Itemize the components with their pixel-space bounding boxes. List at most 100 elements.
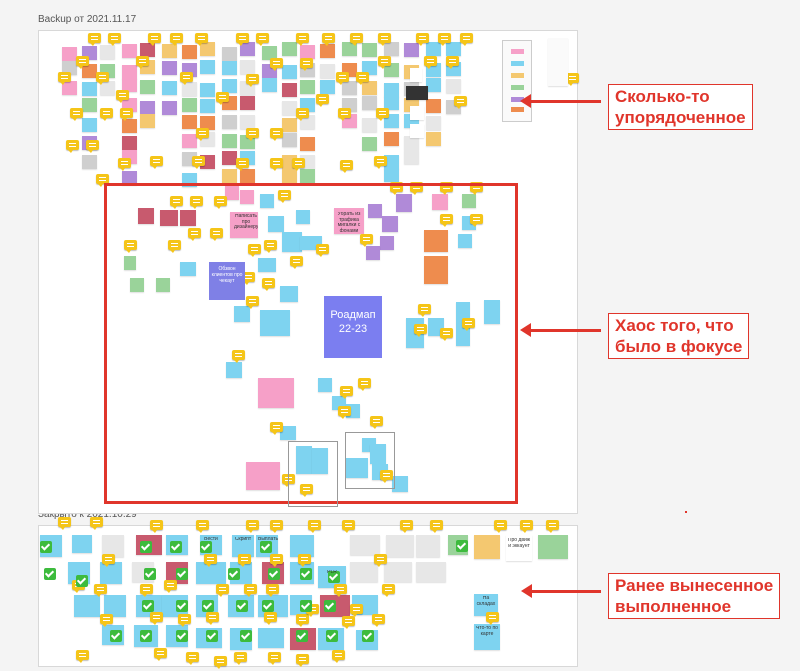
comment-icon[interactable] [214,196,227,209]
sticky-note[interactable] [280,286,298,302]
comment-icon[interactable] [236,158,249,171]
sticky-note[interactable] [300,169,315,183]
sticky-note[interactable] [200,60,215,74]
sticky-note[interactable] [122,78,137,92]
sticky-note[interactable] [474,535,500,559]
sticky-note[interactable] [280,426,296,440]
comment-icon[interactable] [150,612,163,625]
comment-icon[interactable] [430,520,443,533]
sticky-note[interactable] [382,216,398,232]
comment-icon[interactable] [120,108,133,121]
sticky-note[interactable] [200,116,215,130]
comment-icon[interactable] [268,652,281,665]
comment-icon[interactable] [278,190,291,203]
comment-icon[interactable] [380,470,393,483]
comment-icon[interactable] [360,234,373,247]
sticky-note[interactable] [300,115,315,129]
sticky-note[interactable] [138,208,154,224]
comment-icon[interactable] [204,554,217,567]
sticky-note[interactable] [82,64,97,78]
sticky-note[interactable] [318,378,332,392]
sticky-note[interactable] [102,535,124,557]
comment-icon[interactable] [210,228,223,241]
comment-icon[interactable] [108,33,121,46]
image-thumbnail[interactable] [406,86,428,100]
sticky-note[interactable] [484,300,500,324]
comment-icon[interactable] [150,156,163,169]
comment-icon[interactable] [246,296,259,309]
sticky-note[interactable] [182,45,197,59]
sticky-note[interactable] [432,194,448,210]
comment-icon[interactable] [58,72,71,85]
sticky-note[interactable] [182,134,197,148]
comment-icon[interactable] [372,614,385,627]
comment-icon[interactable] [86,140,99,153]
comment-icon[interactable] [188,228,201,241]
sticky-note[interactable] [410,106,424,120]
comment-icon[interactable] [316,94,329,107]
sticky-note[interactable] [62,81,77,95]
comment-icon[interactable] [90,517,103,530]
sticky-note[interactable] [180,262,196,276]
sticky-note[interactable] [200,42,215,56]
sticky-note[interactable] [424,256,448,284]
sticky-note[interactable] [386,535,414,557]
comment-icon[interactable] [486,612,499,625]
comment-icon[interactable] [370,416,383,429]
sticky-note[interactable] [200,99,215,113]
comment-icon[interactable] [338,108,351,121]
sticky-note[interactable] [416,562,446,582]
annotation-ordered[interactable]: Сколько-то упорядоченное [608,84,753,130]
sticky-note[interactable] [380,236,394,250]
roadmap-note[interactable]: Роадмап 22-23 [324,296,382,358]
sticky-note[interactable] [392,476,408,492]
sticky-note[interactable] [410,68,422,82]
comment-icon[interactable] [248,244,261,257]
comment-icon[interactable] [234,652,247,665]
sticky-note[interactable] [162,101,177,115]
sticky-note[interactable] [474,594,498,616]
sticky-note[interactable] [296,210,310,224]
comment-icon[interactable] [296,614,309,627]
comment-icon[interactable] [246,520,259,533]
sticky-note[interactable] [82,98,97,112]
sticky-note[interactable] [82,82,97,96]
comment-icon[interactable] [246,128,259,141]
sticky-note[interactable] [426,132,441,146]
sticky-note[interactable] [160,210,178,226]
comment-icon[interactable] [350,33,363,46]
comment-icon[interactable] [148,33,161,46]
sticky-note[interactable] [82,118,97,132]
comment-icon[interactable] [88,33,101,46]
comment-icon[interactable] [136,56,149,69]
comment-icon[interactable] [296,33,309,46]
sticky-note[interactable] [182,82,197,96]
comment-icon[interactable] [460,33,473,46]
sticky-note[interactable] [122,65,137,79]
comment-icon[interactable] [214,656,227,669]
sticky-note[interactable] [426,78,441,92]
sticky-note[interactable] [230,212,258,238]
comment-icon[interactable] [300,58,313,71]
sticky-note[interactable] [182,98,197,112]
sticky-note[interactable] [362,43,377,57]
comment-icon[interactable] [494,520,507,533]
sticky-note[interactable] [506,535,532,561]
comment-icon[interactable] [246,74,259,87]
comment-icon[interactable] [416,33,429,46]
sticky-note[interactable] [300,137,315,151]
sticky-note[interactable] [240,115,255,129]
comment-icon[interactable] [270,422,283,435]
comment-icon[interactable] [322,33,335,46]
comment-icon[interactable] [100,108,113,121]
comment-icon[interactable] [150,520,163,533]
comment-icon[interactable] [316,244,329,257]
sticky-note[interactable] [72,535,92,553]
sticky-note[interactable] [222,169,237,183]
comment-icon[interactable] [546,520,559,533]
comment-icon[interactable] [332,650,345,663]
sticky-note[interactable] [140,43,155,57]
comment-icon[interactable] [76,650,89,663]
comment-icon[interactable] [178,614,191,627]
comment-icon[interactable] [378,33,391,46]
